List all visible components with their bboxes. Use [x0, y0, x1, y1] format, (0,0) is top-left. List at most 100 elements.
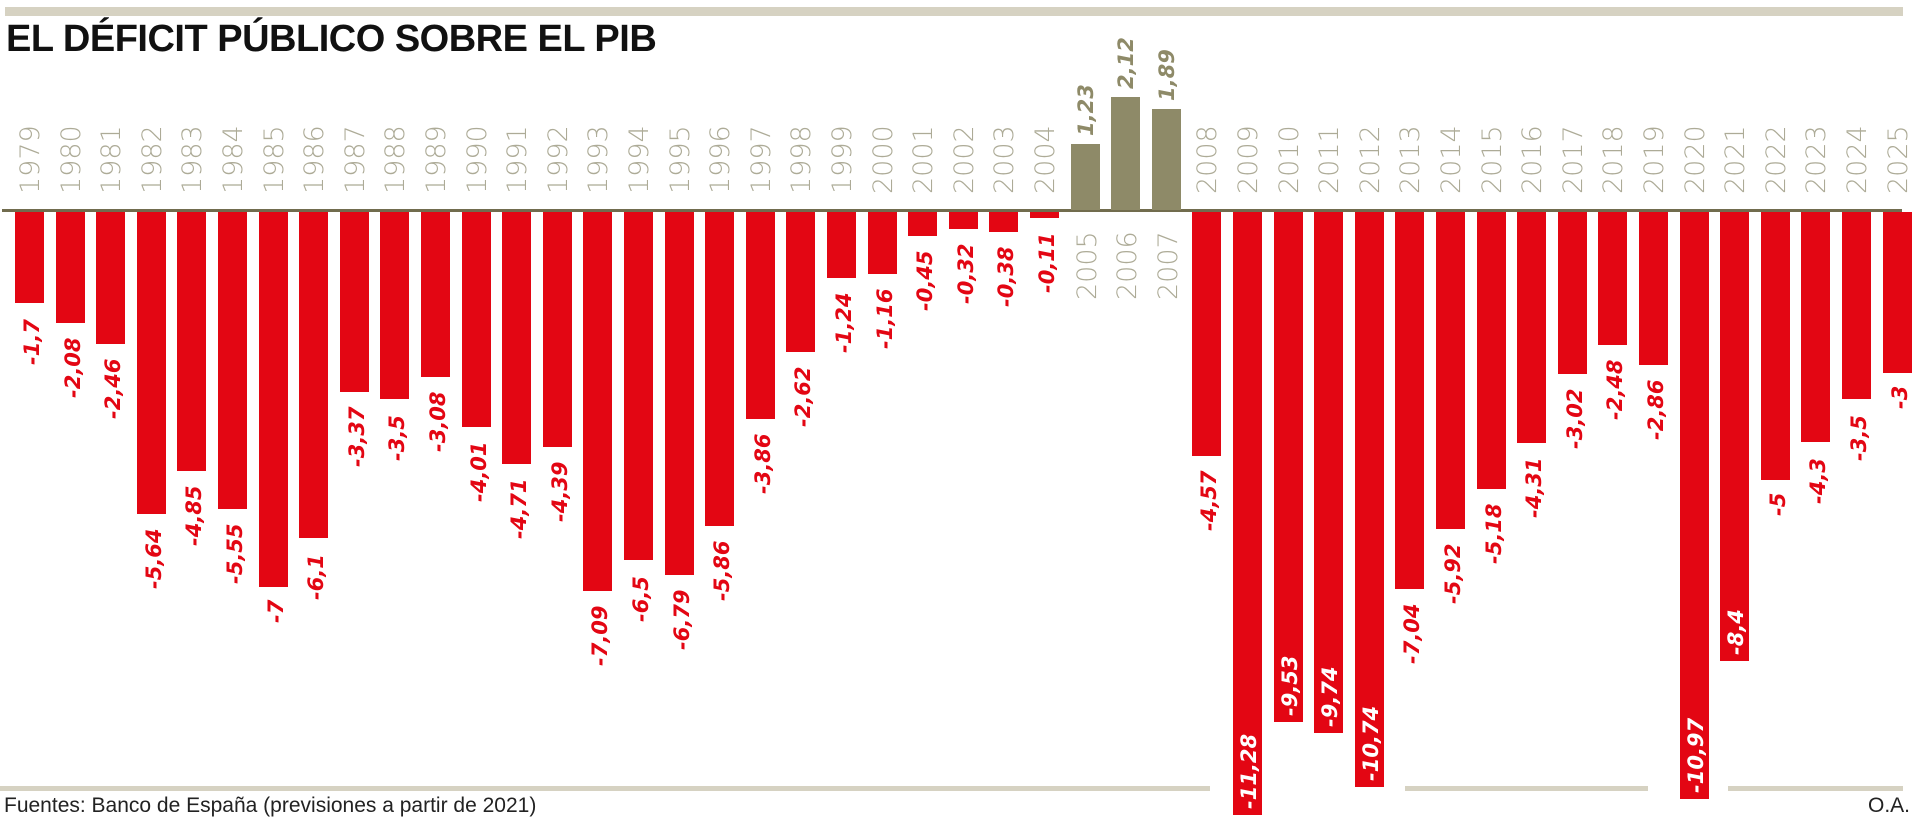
bar-1989 — [421, 212, 450, 377]
bottom-rule — [0, 786, 1210, 791]
value-label: -5 — [1765, 492, 1790, 516]
value-label: -2,48 — [1603, 359, 1628, 420]
year-label: 2001 — [908, 125, 940, 194]
value-label: -3,86 — [750, 432, 775, 494]
year-label: 2000 — [867, 125, 899, 194]
bar-1987 — [339, 212, 369, 393]
year-label: 1985 — [258, 125, 290, 194]
value-label: 2,12 — [1114, 36, 1139, 89]
bar-2006 — [1111, 96, 1141, 210]
year-label: 2009 — [1233, 125, 1264, 194]
value-label: -4,01 — [466, 441, 491, 502]
bar-2019 — [1639, 212, 1668, 365]
bar-2016 — [1517, 212, 1547, 443]
value-label: -10,74 — [1358, 705, 1383, 781]
bar-2004 — [1030, 212, 1059, 218]
bottom-rule — [1405, 786, 1648, 791]
value-label: -6,79 — [669, 589, 694, 651]
year-label: 1984 — [218, 125, 249, 194]
value-label: -3,02 — [1562, 388, 1587, 449]
value-label: -4,57 — [1197, 470, 1222, 532]
year-label: 2025 — [1882, 125, 1914, 194]
year-label: 2002 — [948, 125, 980, 194]
bar-1993 — [583, 212, 613, 592]
year-label: 2017 — [1557, 125, 1589, 194]
year-label: 2007 — [1152, 231, 1184, 300]
value-label: -4,31 — [1522, 457, 1547, 518]
bar-2012 — [1354, 212, 1384, 787]
value-label: -7,04 — [1400, 603, 1425, 664]
bar-1980 — [55, 212, 85, 324]
bar-1984 — [218, 212, 247, 509]
value-label: -3,08 — [426, 391, 450, 452]
value-label: -1,7 — [20, 319, 44, 365]
value-label: -9,74 — [1318, 666, 1343, 728]
value-label: -4,71 — [507, 478, 532, 539]
value-label: -4,85 — [182, 485, 207, 547]
zero-baseline — [2, 209, 1902, 212]
value-label: -4,3 — [1806, 458, 1831, 505]
bar-1983 — [177, 212, 207, 472]
value-label: -3,5 — [385, 415, 410, 462]
value-label: -2,86 — [1644, 379, 1668, 440]
bar-1992 — [542, 212, 572, 447]
value-label: -3,5 — [1847, 415, 1871, 462]
bar-2002 — [948, 212, 978, 230]
year-label: 2006 — [1112, 231, 1144, 300]
year-label: 2015 — [1476, 125, 1508, 194]
bar-2015 — [1476, 212, 1506, 490]
bar-1979 — [15, 212, 44, 303]
bar-2020 — [1679, 212, 1709, 799]
year-label: 1999 — [827, 125, 858, 194]
year-label: 2008 — [1192, 125, 1224, 194]
value-label: -3,37 — [344, 406, 369, 468]
year-label: 1991 — [502, 125, 534, 194]
year-label: 1992 — [542, 125, 574, 194]
year-label: 2014 — [1436, 125, 1467, 194]
bar-2025 — [1882, 212, 1912, 373]
year-label: 2018 — [1598, 125, 1630, 194]
year-label: 2022 — [1760, 125, 1792, 194]
bar-2017 — [1557, 212, 1587, 374]
value-label: -4,39 — [547, 461, 572, 522]
value-label: -2,46 — [101, 358, 126, 419]
value-label: -11,28 — [1237, 734, 1261, 810]
year-label: 1996 — [705, 125, 737, 194]
year-label: 2024 — [1842, 125, 1873, 194]
year-label: 1979 — [15, 125, 46, 194]
value-label: -5,55 — [223, 523, 247, 584]
year-label: 1993 — [583, 125, 615, 194]
value-label: -2,08 — [60, 337, 85, 399]
value-label: -1,24 — [832, 292, 856, 354]
bar-2022 — [1760, 212, 1790, 480]
bar-2001 — [908, 212, 938, 237]
bar-1990 — [461, 212, 491, 427]
bar-1981 — [96, 212, 126, 344]
bar-2003 — [989, 212, 1019, 233]
value-label: -7,09 — [588, 605, 613, 667]
author-credit: O.A. — [1867, 794, 1910, 817]
value-label: -0,38 — [994, 246, 1019, 308]
bar-1997 — [745, 212, 775, 419]
bar-1986 — [299, 212, 329, 539]
bottom-rule — [1728, 786, 1903, 791]
bar-2018 — [1598, 212, 1628, 345]
value-label: -5,92 — [1441, 543, 1465, 604]
bar-1999 — [827, 212, 856, 279]
year-label: 2005 — [1071, 231, 1103, 300]
bar-2009 — [1233, 212, 1262, 816]
bar-1982 — [136, 212, 166, 514]
year-label: 1983 — [177, 125, 209, 194]
bar-2021 — [1720, 212, 1750, 662]
bar-2014 — [1436, 212, 1465, 529]
year-label: 1986 — [299, 125, 331, 194]
bar-1996 — [705, 212, 735, 526]
value-label: -5,64 — [141, 528, 166, 589]
year-label: 2021 — [1720, 125, 1752, 194]
year-label: 1994 — [624, 125, 655, 194]
bar-1991 — [502, 212, 532, 464]
year-label: 2016 — [1517, 125, 1549, 194]
year-label: 2004 — [1030, 125, 1061, 194]
chart-title: EL DÉFICIT PÚBLICO SOBRE EL PIB — [6, 18, 657, 60]
